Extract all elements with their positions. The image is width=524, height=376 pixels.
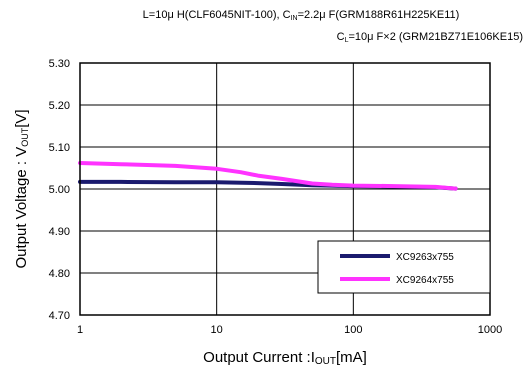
y-tick-label: 5.20 [49, 100, 70, 112]
legend: XC9263x755 XC9264x755 [317, 240, 491, 294]
y-tick-label: 4.80 [49, 268, 70, 280]
series-line-2 [78, 161, 458, 191]
condition-line-2: CL=10μ F×2 (GRM21BZ71E106KE15) [337, 31, 523, 44]
y-tick-labels: 4.70 4.80 4.90 5.00 5.10 5.20 5.30 [49, 58, 70, 322]
x-tick-label: 1000 [478, 324, 502, 336]
legend-label-2: XC9264x755 [396, 275, 454, 286]
series-lines [78, 161, 458, 191]
plot-border [79, 62, 491, 316]
x-tick-label: 1 [77, 324, 83, 336]
x-axis-title: Output Current :IOUT[mA] [203, 349, 367, 367]
x-tick-label: 10 [211, 324, 223, 336]
legend-box [317, 240, 491, 294]
axis-titles: Output Current :IOUT[mA] Output Voltage :… [13, 109, 367, 367]
y-tick-label: 5.30 [49, 58, 70, 70]
x-tick-label: 100 [344, 324, 362, 336]
y-tick-label: 5.00 [49, 184, 70, 196]
test-conditions: L=10μ H(CLF6045NIT-100), CIN=2.2μ F(GRM1… [143, 9, 523, 44]
legend-label-1: XC9263x755 [396, 252, 454, 263]
condition-line-1: L=10μ H(CLF6045NIT-100), CIN=2.2μ F(GRM1… [143, 9, 460, 22]
y-tick-label: 5.10 [49, 142, 70, 154]
y-tick-label: 4.70 [49, 310, 70, 322]
y-tick-label: 4.90 [49, 226, 70, 238]
y-axis-title: Output Voltage : VOUT[V] [13, 109, 30, 268]
plot-frame [79, 62, 491, 316]
x-tick-labels: 1 10 100 1000 [77, 324, 502, 336]
